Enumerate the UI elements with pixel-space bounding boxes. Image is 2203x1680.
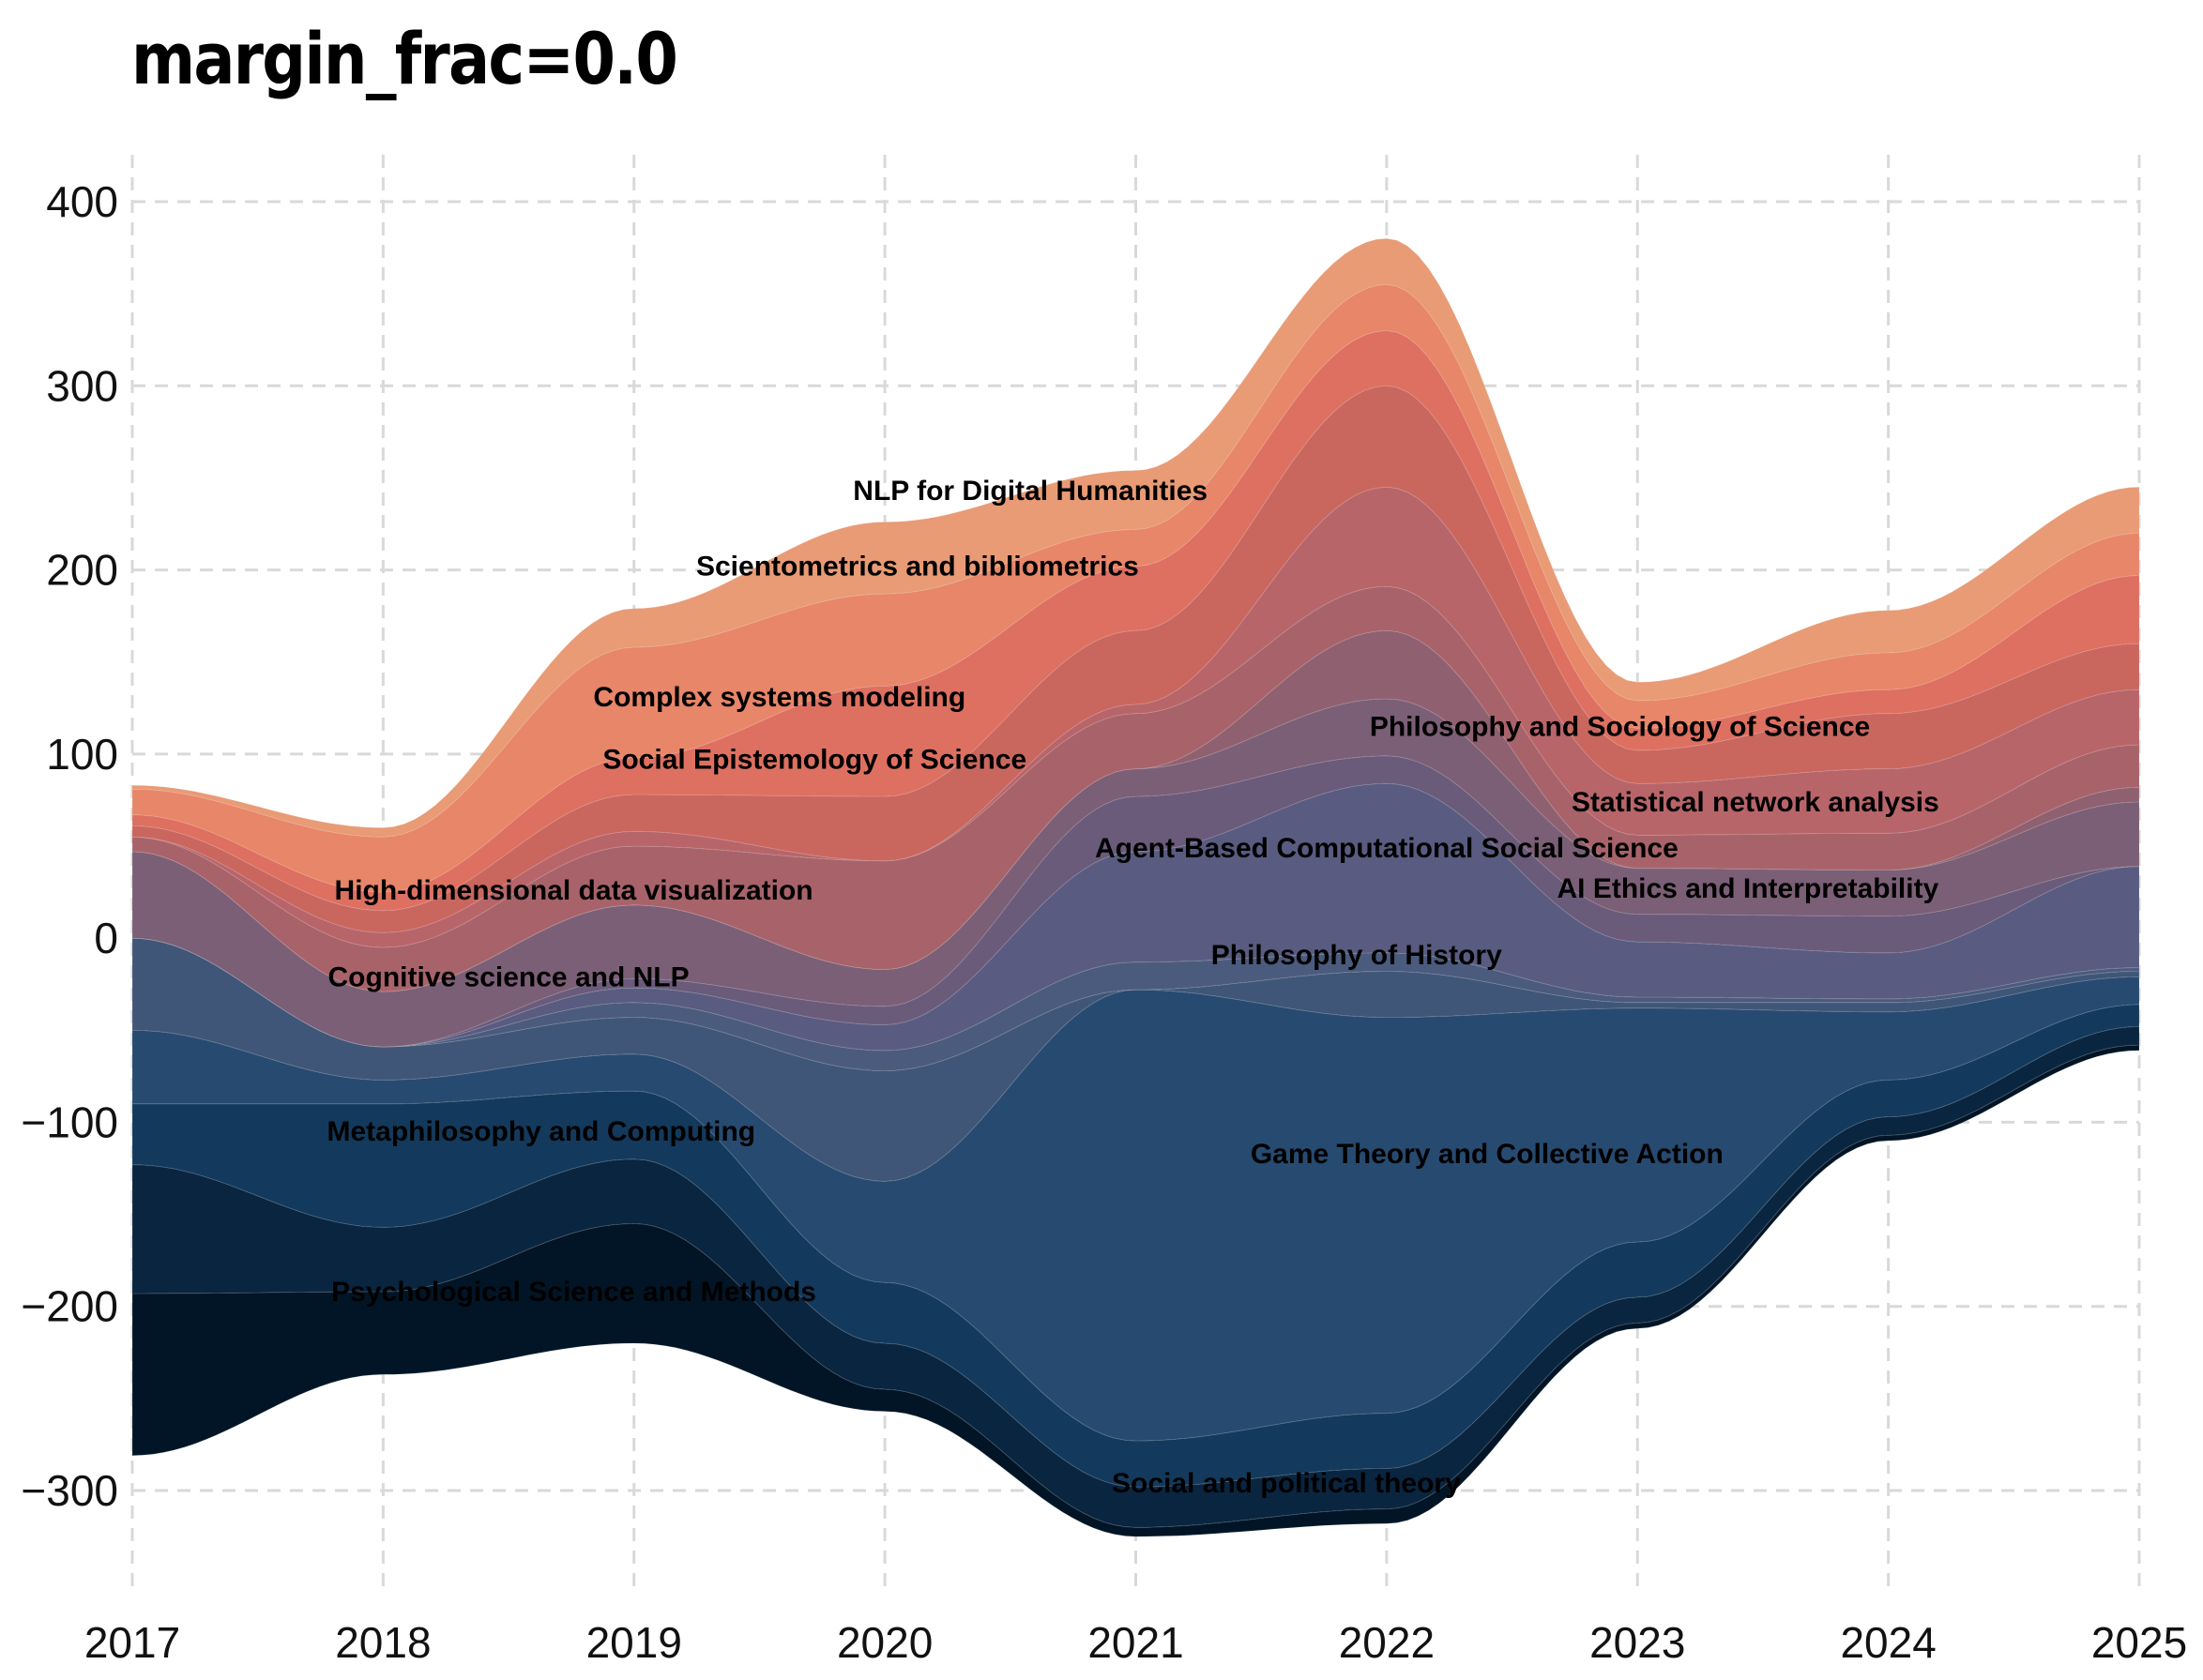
x-tick-label: 2024 (1840, 1618, 1936, 1667)
y-tick-label: −300 (21, 1466, 118, 1515)
x-tick-label: 2025 (2091, 1618, 2187, 1667)
stream-layer (131, 937, 2140, 1072)
y-tick-labels: −300 −200 −100 0 100 200 300 400 (21, 177, 118, 1515)
stream-layer (131, 283, 2140, 893)
stream-layer (131, 629, 2140, 992)
stream-layer (131, 976, 2140, 1442)
y-tick-label: 100 (46, 730, 118, 779)
stream-label: Psychological Science and Methods (331, 1277, 816, 1308)
stream-label: Scientometrics and bibliometrics (696, 552, 1139, 583)
stream-label: NLP for Digital Humanities (853, 476, 1208, 507)
stream-label: AI Ethics and Interpretability (1557, 873, 1939, 904)
y-tick-label: 300 (46, 361, 118, 410)
stream-label: Social Epistemology of Science (602, 745, 1026, 776)
stream-label: High-dimensional data visualization (335, 875, 813, 906)
x-tick-labels: 2017 2018 2019 2020 2021 2022 2023 2024 2025 (84, 1618, 2187, 1667)
chart-title: margin_frac=0.0 (131, 17, 678, 100)
stream-layer (131, 1004, 2140, 1488)
y-tick-label: −200 (21, 1282, 118, 1331)
x-tick-label: 2018 (335, 1618, 431, 1667)
x-tick-label: 2017 (84, 1618, 180, 1667)
stream-label: Agent-Based Computational Social Science (1095, 833, 1679, 864)
stream-label: Game Theory and Collective Action (1251, 1139, 1724, 1170)
stream-label: Cognitive science and NLP (328, 961, 690, 992)
stream-label: Complex systems modeling (593, 682, 965, 713)
y-tick-label: 200 (46, 546, 118, 595)
stream-label: Social and political theory (1112, 1468, 1461, 1499)
y-tick-label: 400 (46, 177, 118, 226)
x-tick-label: 2022 (1339, 1618, 1435, 1667)
stream-layers (131, 237, 2140, 1537)
x-tick-label: 2021 (1087, 1618, 1183, 1667)
stream-layer (131, 237, 2140, 838)
x-tick-label: 2020 (837, 1618, 933, 1667)
stream-labels: NLP for Digital Humanities Scientometrics… (327, 476, 1939, 1499)
x-tick-label: 2019 (586, 1618, 682, 1667)
stream-layer (131, 486, 2140, 948)
y-tick-label: 0 (94, 914, 118, 962)
stream-label: Philosophy of History (1211, 940, 1502, 971)
stream-label: Statistical network analysis (1572, 787, 1939, 818)
stream-label: Metaphilosophy and Computing (327, 1116, 756, 1147)
stream-label: Philosophy and Sociology of Science (1370, 711, 1870, 742)
y-tick-label: −100 (21, 1097, 118, 1146)
x-tick-label: 2023 (1589, 1618, 1685, 1667)
